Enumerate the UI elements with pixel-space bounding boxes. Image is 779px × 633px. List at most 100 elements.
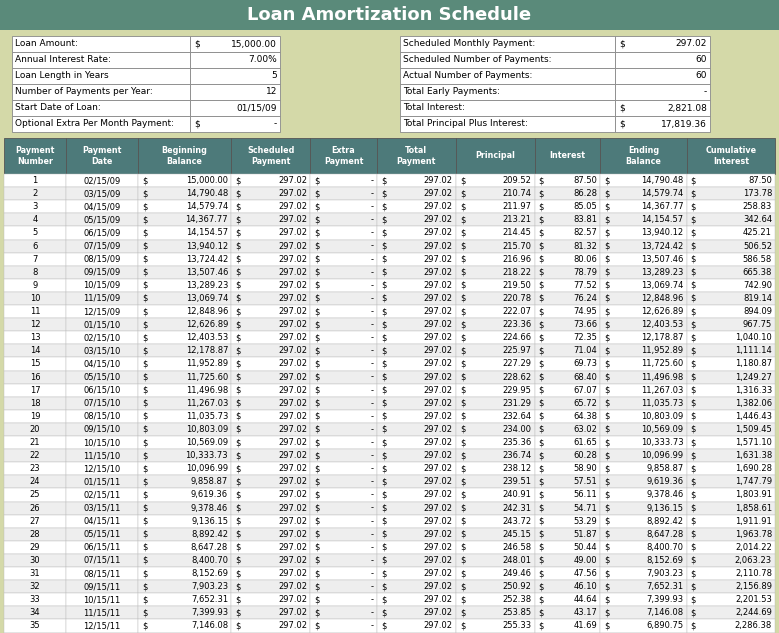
Text: 12,626.89: 12,626.89 <box>185 320 228 329</box>
Text: 12/15/10: 12/15/10 <box>83 464 121 473</box>
Text: $: $ <box>314 294 319 303</box>
Text: 297.02: 297.02 <box>278 464 307 473</box>
Bar <box>231 580 310 593</box>
Text: $: $ <box>690 425 696 434</box>
Text: $: $ <box>539 360 544 368</box>
Text: $: $ <box>690 517 696 525</box>
Text: 1,631.38: 1,631.38 <box>735 451 772 460</box>
Text: $: $ <box>235 503 241 513</box>
Bar <box>377 213 456 227</box>
Bar <box>4 397 66 410</box>
Text: 44.64: 44.64 <box>573 595 597 605</box>
Text: 2,063.23: 2,063.23 <box>735 556 772 565</box>
Text: $: $ <box>605 176 610 185</box>
Text: -: - <box>371 242 374 251</box>
Bar <box>310 370 377 384</box>
Text: $: $ <box>539 451 544 460</box>
Text: 76.24: 76.24 <box>573 294 597 303</box>
Text: $: $ <box>605 412 610 421</box>
Text: 297.02: 297.02 <box>278 307 307 316</box>
Text: 235.36: 235.36 <box>502 438 532 447</box>
Text: $: $ <box>142 373 147 382</box>
Bar <box>686 620 775 632</box>
Bar <box>456 174 534 187</box>
Text: -: - <box>371 189 374 198</box>
Text: 77.52: 77.52 <box>573 281 597 290</box>
Text: 10,803.09: 10,803.09 <box>641 412 683 421</box>
Text: Total Interest:: Total Interest: <box>403 104 465 113</box>
Bar <box>138 554 231 567</box>
Bar <box>601 528 686 541</box>
Bar <box>231 620 310 632</box>
Text: 232.64: 232.64 <box>502 412 532 421</box>
Text: 258.83: 258.83 <box>742 203 772 211</box>
Text: 18: 18 <box>30 399 41 408</box>
Text: 967.75: 967.75 <box>742 320 772 329</box>
Text: $: $ <box>235 569 241 578</box>
Bar <box>377 501 456 515</box>
Bar <box>66 138 138 174</box>
Bar <box>601 423 686 436</box>
Text: $: $ <box>605 320 610 329</box>
Text: 248.01: 248.01 <box>502 556 532 565</box>
Text: $: $ <box>605 268 610 277</box>
Bar <box>66 515 138 528</box>
Text: -: - <box>371 622 374 630</box>
Bar <box>231 501 310 515</box>
Text: $: $ <box>235 320 241 329</box>
Bar <box>4 292 66 305</box>
Text: $: $ <box>460 373 465 382</box>
Text: 71.04: 71.04 <box>573 346 597 355</box>
Text: $: $ <box>605 281 610 290</box>
Text: 81.32: 81.32 <box>573 242 597 251</box>
Bar <box>601 606 686 620</box>
Text: -: - <box>371 582 374 591</box>
Text: 211.97: 211.97 <box>502 203 532 211</box>
Text: $: $ <box>619 104 625 113</box>
Text: Payment
Date: Payment Date <box>83 146 122 166</box>
Bar <box>4 358 66 370</box>
Text: 297.02: 297.02 <box>278 491 307 499</box>
Text: 219.50: 219.50 <box>503 281 532 290</box>
Text: 13,507.46: 13,507.46 <box>185 268 228 277</box>
Text: Principal: Principal <box>475 151 515 161</box>
Bar <box>12 68 190 84</box>
Text: 8,152.69: 8,152.69 <box>647 556 683 565</box>
Text: -: - <box>371 543 374 552</box>
Bar <box>686 227 775 239</box>
Bar <box>310 344 377 358</box>
Text: $: $ <box>235 281 241 290</box>
Text: 20: 20 <box>30 425 41 434</box>
Bar <box>534 449 601 462</box>
Text: $: $ <box>690 530 696 539</box>
Text: $: $ <box>690 491 696 499</box>
Text: 43.17: 43.17 <box>573 608 597 617</box>
Text: $: $ <box>605 595 610 605</box>
Text: $: $ <box>142 608 147 617</box>
Bar <box>231 239 310 253</box>
Bar <box>231 410 310 423</box>
Text: $: $ <box>460 438 465 447</box>
Bar <box>377 318 456 331</box>
Bar <box>66 279 138 292</box>
Text: 297.02: 297.02 <box>424 412 453 421</box>
Text: $: $ <box>605 543 610 552</box>
Bar <box>534 266 601 279</box>
Text: 10: 10 <box>30 294 41 303</box>
Text: $: $ <box>314 268 319 277</box>
Bar <box>534 501 601 515</box>
Text: 297.02: 297.02 <box>424 608 453 617</box>
Bar <box>138 266 231 279</box>
Bar <box>190 100 280 116</box>
Text: 86.28: 86.28 <box>573 189 597 198</box>
Text: 297.02: 297.02 <box>424 294 453 303</box>
Text: $: $ <box>142 176 147 185</box>
Bar <box>231 462 310 475</box>
Text: $: $ <box>381 438 386 447</box>
Text: $: $ <box>314 451 319 460</box>
Text: $: $ <box>142 503 147 513</box>
Text: -: - <box>371 464 374 473</box>
Bar <box>4 331 66 344</box>
Text: 13,724.42: 13,724.42 <box>641 242 683 251</box>
Bar <box>377 187 456 200</box>
